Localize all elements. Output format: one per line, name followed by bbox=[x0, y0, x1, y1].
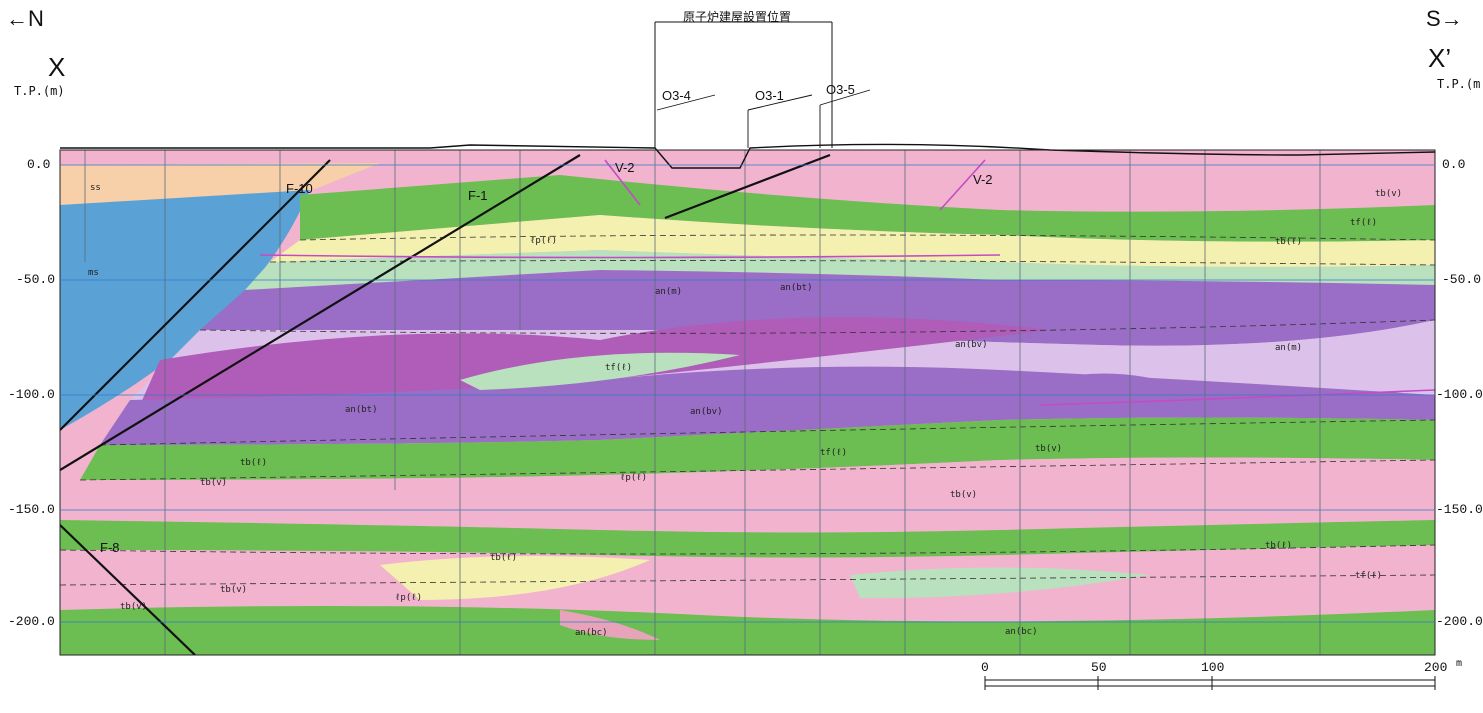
scale-label: 100 bbox=[1201, 660, 1225, 675]
fault-label: F-1 bbox=[468, 188, 488, 203]
reactor-site-bracket bbox=[654, 21, 833, 148]
scale-label: 0 bbox=[981, 660, 989, 675]
fault-label: V-2 bbox=[973, 172, 993, 187]
unit-label: tb(v) bbox=[220, 585, 247, 595]
unit-label: ss bbox=[90, 183, 101, 193]
unit-label: an(m) bbox=[1275, 343, 1302, 353]
unit-label: tb(v) bbox=[120, 602, 147, 612]
unit-label: an(m) bbox=[655, 287, 682, 297]
elevation-gridlines bbox=[60, 164, 1435, 623]
unit-tf-l-lower bbox=[850, 567, 1150, 599]
fault-label: F-8 bbox=[100, 540, 120, 555]
unit-label: tb(v) bbox=[1375, 189, 1402, 199]
unit-tb-l-lower bbox=[60, 520, 1435, 558]
unit-label: tf(ℓ) bbox=[820, 448, 847, 458]
unit-label: tb(ℓ) bbox=[490, 553, 517, 563]
unit-an-bc bbox=[560, 610, 660, 640]
unit-label: ℓp(ℓ) bbox=[530, 236, 557, 246]
unit-label: tf(ℓ) bbox=[605, 363, 632, 373]
unit-label: tb(ℓ) bbox=[1265, 541, 1292, 551]
borehole-label: O3-4 bbox=[662, 88, 691, 103]
unit-label: tb(ℓ) bbox=[240, 458, 267, 468]
ground-surface bbox=[60, 143, 1436, 169]
fault-label: F-10 bbox=[286, 181, 313, 196]
unit-labels: ss ms tb(v) tb(ℓ) tf(ℓ) ℓp(ℓ) an(bt) an(m) an(bv… bbox=[88, 183, 1402, 638]
unit-an-bt-lens bbox=[1050, 373, 1150, 392]
contact-lines bbox=[60, 234, 1435, 586]
unit-label: tb(ℓ) bbox=[1275, 237, 1302, 247]
tp-label-right: T.P.(m bbox=[1437, 77, 1481, 91]
elevation-label-left: -150.0 bbox=[8, 502, 55, 517]
borehole-label: O3-5 bbox=[826, 82, 855, 97]
unit-label: tf(ℓ) bbox=[1355, 571, 1382, 581]
unit-tb-l-middle bbox=[80, 417, 1435, 480]
elevation-label-right: -100.0 bbox=[1436, 387, 1483, 402]
elevation-label-right: -150.0 bbox=[1436, 502, 1483, 517]
unit-label: ms bbox=[88, 268, 99, 278]
unit-tb-l-upper bbox=[300, 175, 1435, 242]
elevation-label-right: -50.0 bbox=[1442, 272, 1482, 287]
section-label-right: X’ bbox=[1428, 43, 1452, 73]
unit-label: tb(v) bbox=[200, 478, 227, 488]
unit-label: an(bc) bbox=[575, 628, 608, 638]
unit-an-bt-upper bbox=[200, 270, 1435, 346]
elevation-label-right: -200.0 bbox=[1436, 614, 1483, 629]
elevation-label-left: -200.0 bbox=[8, 614, 55, 629]
section-label-left: X bbox=[48, 52, 66, 82]
unit-label: tb(v) bbox=[1035, 444, 1062, 454]
tp-label-left: T.P.(m) bbox=[14, 84, 65, 98]
unit-label: an(bv) bbox=[690, 407, 723, 417]
unit-label: ℓp(ℓ) bbox=[620, 473, 647, 483]
south-arrow: S→ bbox=[1426, 6, 1463, 31]
unit-label: an(bv) bbox=[955, 340, 988, 350]
unit-label: ℓp(ℓ) bbox=[395, 593, 422, 603]
elevation-label-left: 0.0 bbox=[27, 157, 51, 172]
fault-label: V-2 bbox=[615, 160, 635, 175]
unit-tb-l-base bbox=[60, 606, 1435, 655]
north-arrow: ←N bbox=[6, 6, 44, 31]
unit-tf-l-lens bbox=[460, 352, 740, 390]
unit-ms bbox=[60, 190, 310, 430]
unit-lp-l-lower bbox=[380, 556, 650, 600]
unit-label: an(bt) bbox=[345, 405, 378, 415]
unit-label: an(bt) bbox=[780, 283, 813, 293]
unit-lp-l-upper bbox=[270, 215, 1435, 267]
reactor-site-label: 原子炉建屋設置位置 bbox=[683, 10, 792, 24]
elevation-label-left: -50.0 bbox=[16, 272, 56, 287]
borehole-lines bbox=[84, 150, 1321, 655]
borehole-label: O3-1 bbox=[755, 88, 784, 103]
scale-unit: m bbox=[1456, 658, 1463, 669]
unit-label: tb(v) bbox=[950, 490, 977, 500]
section-frame bbox=[59, 149, 1436, 656]
borehole-leaders bbox=[656, 89, 871, 148]
unit-tb-v-middle bbox=[60, 457, 1435, 533]
scale-label: 50 bbox=[1091, 660, 1107, 675]
volcanic-lines bbox=[259, 159, 1435, 406]
scale-label: 200 bbox=[1424, 660, 1448, 675]
scale-bar bbox=[984, 676, 1436, 690]
unit-label: an(bc) bbox=[1005, 627, 1038, 637]
elevation-label-left: -100.0 bbox=[8, 387, 55, 402]
unit-label: tf(ℓ) bbox=[1350, 218, 1377, 228]
elevation-label-right: 0.0 bbox=[1442, 157, 1466, 172]
fault-lines bbox=[60, 153, 831, 655]
